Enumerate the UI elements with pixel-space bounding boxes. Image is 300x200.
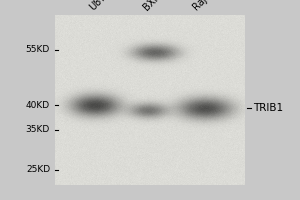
Text: 40KD: 40KD [26,100,50,110]
Text: TRIB1: TRIB1 [253,103,283,113]
Text: 35KD: 35KD [26,126,50,134]
Text: 55KD: 55KD [26,46,50,54]
Text: U87: U87 [88,0,109,12]
Text: BXPC-3: BXPC-3 [141,0,173,12]
Text: 25KD: 25KD [26,166,50,174]
Text: Raji: Raji [191,0,211,12]
